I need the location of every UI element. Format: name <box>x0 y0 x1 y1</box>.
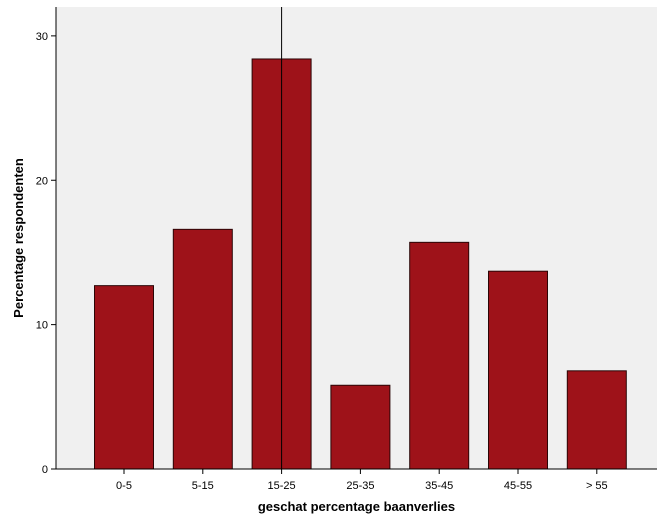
y-tick-label: 30 <box>36 31 48 43</box>
bar-55 <box>566 370 627 470</box>
y-axis-title: Percentage respondenten <box>11 158 26 318</box>
y-tick-label: 10 <box>36 320 48 332</box>
y-tick-label: 0 <box>42 464 48 476</box>
x-tick-label: 45-55 <box>504 480 532 492</box>
bar-45-55 <box>488 270 548 470</box>
x-axis-title: geschat percentage baanverlies <box>258 499 455 514</box>
y-ticks-group: 0 10 20 30 <box>36 31 56 476</box>
x-ticks-group: 0-5 5-15 15-25 25-35 35-45 45-55 > 55 <box>116 469 608 492</box>
bar-25-35 <box>330 384 391 470</box>
x-tick-label: 5-15 <box>192 480 214 492</box>
x-tick-label: > 55 <box>586 480 608 492</box>
x-tick-label: 35-45 <box>425 480 453 492</box>
bar-5-15 <box>172 228 233 470</box>
bar-35-45 <box>409 241 470 470</box>
x-tick-label: 25-35 <box>346 480 374 492</box>
x-tick-label: 0-5 <box>116 480 132 492</box>
x-tick-label: 15-25 <box>268 480 296 492</box>
y-tick-label: 20 <box>36 175 48 187</box>
bar-0-5 <box>94 285 154 470</box>
